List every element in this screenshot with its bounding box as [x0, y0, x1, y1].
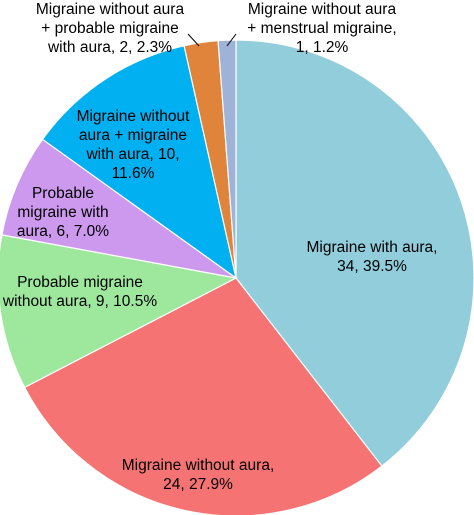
- pie-slice-migraine-without-aura: [23, 277, 383, 515]
- data-label-line: 34, 39.5%: [337, 258, 407, 275]
- leader-lines-layer: [187, 33, 237, 47]
- data-label-line: 1, 1.2%: [296, 39, 349, 56]
- data-label-line: 11.6%: [112, 165, 155, 182]
- data-label-migraine-without-aura-probable-migraine-with-aura: Migraine without aura + probable migraine…: [36, 1, 185, 56]
- data-label-line: with aura, 2, 2.3%: [47, 39, 172, 56]
- leader-line-migraine-without-aura-menstrual-migraine: [226, 33, 237, 47]
- pie-slice-probable-migraine-without-aura: [0, 234, 238, 389]
- data-label-line: Migraine with aura,: [307, 239, 438, 256]
- data-label-line: aura + migraine: [79, 127, 187, 144]
- data-label-line: aura, 6, 7.0%: [17, 223, 109, 240]
- pie-slice-migraine-with-aura: [235, 39, 474, 467]
- data-label-line: Probable migraine: [17, 274, 143, 291]
- data-label-line: Migraine without aura: [36, 1, 185, 18]
- data-label-line: 24, 27.9%: [163, 476, 233, 493]
- data-label-probable-migraine-without-aura: Probable migraine without aura, 9, 10.5%: [2, 274, 157, 310]
- leader-line-migraine-without-aura-probable-migraine-with-aura: [187, 33, 200, 47]
- data-label-line: without aura, 9, 10.5%: [2, 293, 157, 310]
- slices-layer: [0, 39, 474, 515]
- data-label-line: Migraine without aura,: [122, 457, 275, 474]
- data-label-migraine-without-aura-menstrual-migraine: Migraine without aura + menstrual migrain…: [247, 1, 396, 56]
- pie-slice-migraine-without-aura-menstrual-migraine: [217, 39, 237, 279]
- data-labels-layer: Migraine with aura, 34, 39.5%Migraine wit…: [2, 1, 438, 493]
- data-label-line: + probable migraine: [41, 20, 178, 37]
- data-label-probable-migraine-with-aura: Probable migraine with aura, 6, 7.0%: [17, 185, 109, 240]
- pie-slice-probable-migraine-with-aura: [1, 138, 237, 279]
- data-label-line: + menstrual migraine,: [247, 20, 396, 37]
- data-label-migraine-without-aura-migraine-with-aura: Migraine without aura + migraine with aura…: [77, 108, 191, 182]
- data-label-migraine-with-aura: Migraine with aura, 34, 39.5%: [307, 239, 438, 275]
- data-label-migraine-without-aura: Migraine without aura, 24, 27.9%: [122, 457, 275, 493]
- pie-slice-migraine-without-aura-migraine-with-aura: [41, 45, 237, 280]
- data-label-line: with aura, 10,: [85, 146, 179, 163]
- data-label-line: Migraine without aura: [248, 1, 397, 18]
- data-label-line: migraine with: [17, 204, 108, 221]
- data-label-line: Probable: [32, 185, 94, 202]
- data-label-line: Migraine without: [77, 108, 191, 125]
